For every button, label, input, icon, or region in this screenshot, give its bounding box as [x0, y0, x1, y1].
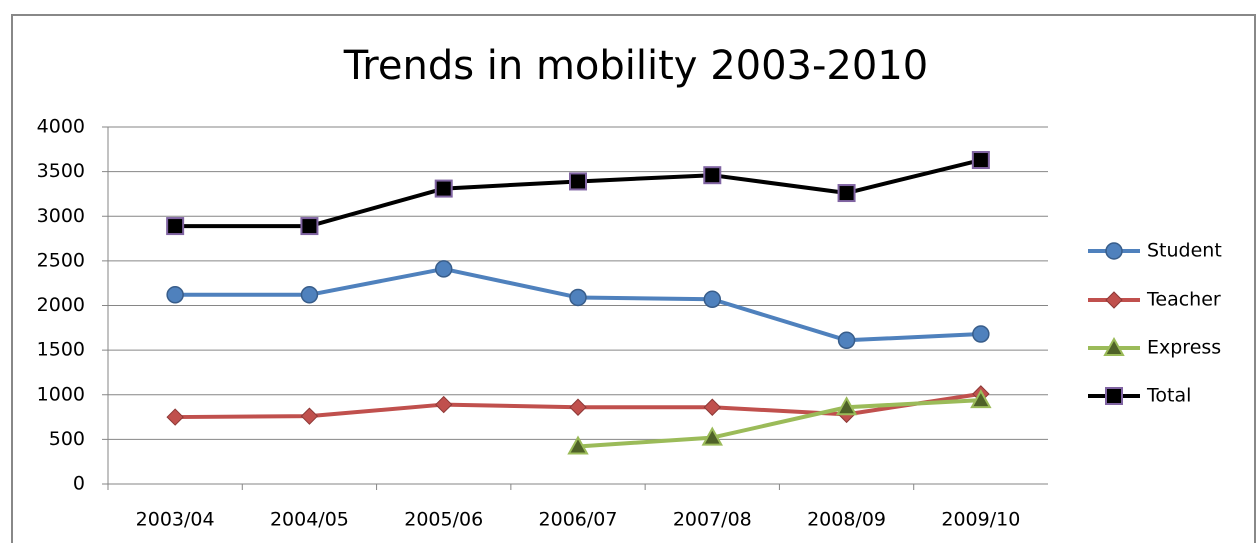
- marker: [166, 408, 184, 426]
- legend-marker: [1105, 291, 1123, 309]
- marker: [569, 288, 587, 307]
- y-tick-label: 3500: [37, 160, 85, 182]
- legend-marker: [1105, 242, 1123, 260]
- y-tick-label: 0: [73, 473, 85, 495]
- marker: [703, 398, 721, 416]
- chart-frame: [11, 14, 1256, 547]
- y-tick-label: 3000: [37, 205, 85, 227]
- marker: [569, 172, 587, 191]
- marker: [970, 389, 992, 409]
- marker: [166, 286, 184, 304]
- y-tick-label: 2000: [37, 294, 85, 316]
- legend-label: Teacher: [1146, 289, 1221, 311]
- marker: [703, 290, 722, 309]
- y-tick-label: 1000: [37, 383, 85, 405]
- marker: [835, 396, 858, 416]
- legend-marker: [1105, 387, 1123, 405]
- y-tick-label: 1500: [37, 339, 85, 361]
- marker: [971, 151, 990, 170]
- marker: [703, 166, 722, 185]
- marker: [434, 179, 453, 198]
- marker: [300, 286, 319, 304]
- legend-marker: [1103, 336, 1125, 356]
- x-tick-label: 2003/04: [136, 509, 215, 531]
- series-line: [577, 398, 981, 449]
- chart-title: Trends in mobility 2003-2010: [343, 43, 928, 89]
- marker: [166, 217, 185, 236]
- legend-label: Express: [1147, 337, 1221, 359]
- marker: [434, 260, 453, 278]
- marker: [300, 407, 319, 425]
- legend-label: Student: [1147, 240, 1222, 262]
- marker: [569, 398, 587, 416]
- marker: [300, 217, 319, 236]
- x-tick-label: 2007/08: [673, 509, 752, 531]
- x-tick-label: 2008/09: [807, 509, 886, 531]
- marker: [972, 325, 990, 343]
- x-tick-label: 2005/06: [404, 509, 483, 531]
- marker: [837, 331, 856, 350]
- marker: [837, 184, 856, 203]
- x-tick-label: 2006/07: [539, 509, 618, 531]
- marker: [435, 395, 453, 414]
- x-tick-label: 2009/10: [941, 509, 1020, 531]
- y-tick-label: 2500: [37, 249, 85, 271]
- legend-label: Total: [1146, 385, 1191, 407]
- marker: [567, 435, 589, 455]
- marker: [701, 426, 723, 446]
- x-tick-label: 2004/05: [270, 509, 349, 531]
- y-tick-label: 4000: [37, 116, 85, 138]
- y-tick-label: 500: [49, 428, 85, 450]
